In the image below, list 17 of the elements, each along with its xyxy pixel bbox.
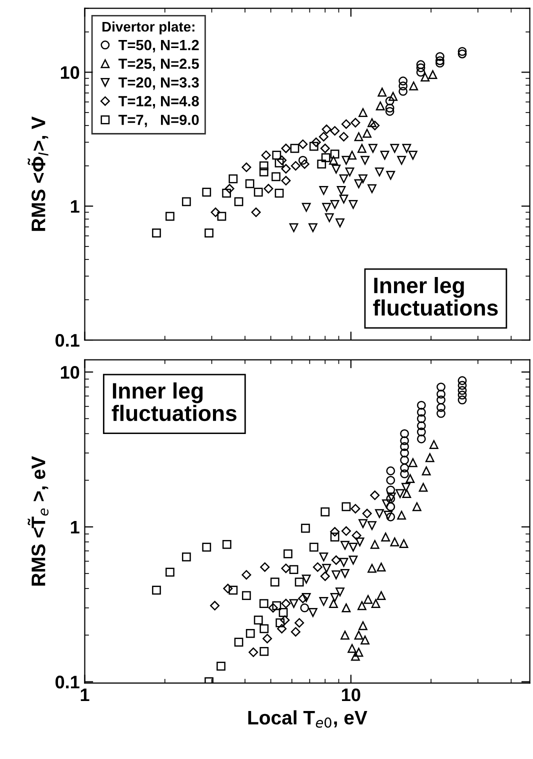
y-tick-label: 0.1	[56, 676, 80, 688]
x-axis-title: Local T$_{e0}$, eV	[248, 710, 368, 728]
annotation: Inner leg fluctuations	[373, 276, 498, 316]
y-tick-label: 1	[70, 200, 80, 213]
annotation: Inner leg fluctuations	[112, 382, 236, 422]
legend-label: T=12, N=4.8	[118, 96, 199, 108]
legend-title: Divertor plate:	[102, 21, 194, 34]
y-tick-label: 10	[60, 366, 80, 379]
y-tick-label: 10	[60, 66, 80, 79]
legend-label: T=20, N=3.3	[118, 77, 199, 90]
legend-label: T=50, N=1.2	[118, 40, 199, 52]
legend-label: T=7, N=9.0	[118, 114, 199, 128]
y-tick-label: 0.1	[56, 334, 80, 347]
legend-label: T=25, N=2.5	[118, 58, 199, 72]
y-axis-title: RMS <Φ̃$_{I}$>, V	[28, 116, 48, 231]
y-axis-title: RMS <T̃$_{e}$ >, eV	[28, 456, 49, 586]
y-tick-label: 1	[70, 521, 80, 534]
